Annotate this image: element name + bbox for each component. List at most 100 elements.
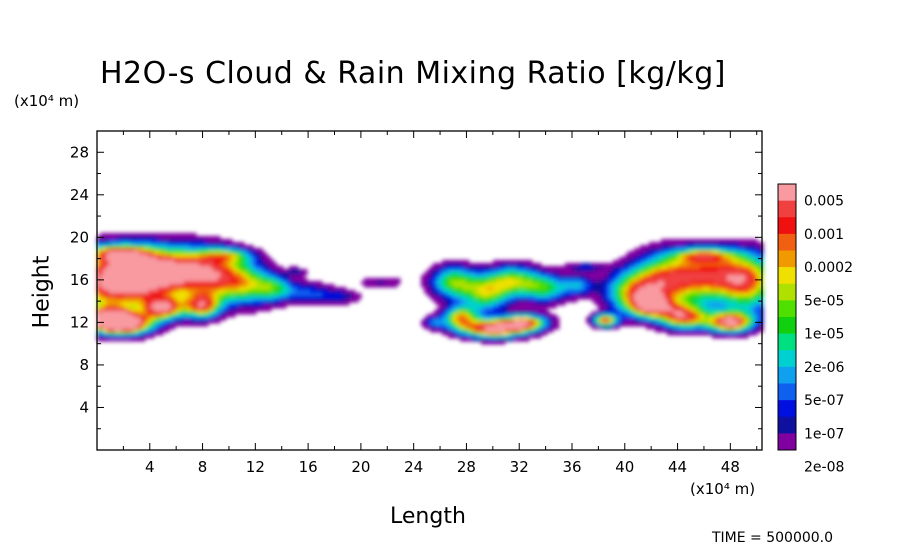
field-cell xyxy=(526,284,530,288)
field-cell xyxy=(217,317,221,321)
field-cell xyxy=(223,278,227,282)
field-cell xyxy=(118,272,122,276)
field-cell xyxy=(136,266,140,270)
field-cell xyxy=(247,263,251,267)
field-cell xyxy=(511,332,515,336)
field-cell xyxy=(457,266,461,270)
field-cell xyxy=(307,299,311,303)
field-cell xyxy=(724,308,728,312)
field-cell xyxy=(562,269,566,273)
field-cell xyxy=(514,269,518,273)
field-cell xyxy=(193,287,197,291)
field-cell xyxy=(133,335,137,339)
field-cell xyxy=(181,242,185,246)
field-cell xyxy=(463,269,467,273)
field-cell xyxy=(289,296,293,300)
field-cell xyxy=(160,323,164,327)
field-cell xyxy=(625,278,629,282)
field-cell xyxy=(250,281,254,285)
field-cell xyxy=(454,311,458,315)
field-cell xyxy=(502,335,506,339)
field-cell xyxy=(166,281,170,285)
field-cell xyxy=(262,290,266,294)
field-cell xyxy=(433,278,437,282)
field-cell xyxy=(529,278,533,282)
field-cell xyxy=(175,317,179,321)
field-cell xyxy=(754,272,758,276)
field-cell xyxy=(463,266,467,270)
field-cell xyxy=(499,287,503,291)
field-cell xyxy=(169,305,173,309)
field-cell xyxy=(160,287,164,291)
field-cell xyxy=(241,242,245,246)
field-cell xyxy=(685,287,689,291)
field-cell xyxy=(466,302,470,306)
field-cell xyxy=(631,296,635,300)
field-cell xyxy=(532,299,536,303)
field-cell xyxy=(202,305,206,309)
field-cell xyxy=(172,323,176,327)
field-cell xyxy=(628,278,632,282)
field-cell xyxy=(715,335,719,339)
field-cell xyxy=(493,305,497,309)
field-cell xyxy=(280,275,284,279)
field-cell xyxy=(160,320,164,324)
field-cell xyxy=(715,314,719,318)
field-cell xyxy=(706,332,710,336)
field-cell xyxy=(475,338,479,342)
field-cell xyxy=(754,284,758,288)
field-cell xyxy=(196,245,200,249)
field-cell xyxy=(337,287,341,291)
field-cell xyxy=(214,314,218,318)
field-cell xyxy=(232,260,236,264)
field-cell xyxy=(256,290,260,294)
field-cell xyxy=(757,275,761,279)
field-cell xyxy=(673,293,677,297)
field-cell xyxy=(643,263,647,267)
field-cell xyxy=(667,308,671,312)
field-cell xyxy=(700,320,704,324)
field-cell xyxy=(451,269,455,273)
field-cell xyxy=(538,299,542,303)
field-cell xyxy=(583,284,587,288)
field-cell xyxy=(112,329,116,333)
field-cell xyxy=(445,314,449,318)
field-cell xyxy=(514,272,518,276)
field-cell xyxy=(295,266,299,270)
field-cell xyxy=(292,269,296,273)
field-cell xyxy=(694,311,698,315)
field-cell xyxy=(610,281,614,285)
field-cell xyxy=(490,290,494,294)
field-cell xyxy=(145,332,149,336)
field-cell xyxy=(691,329,695,333)
field-cell xyxy=(199,281,203,285)
field-cell xyxy=(712,314,716,318)
field-cell xyxy=(691,320,695,324)
field-cell xyxy=(745,287,749,291)
field-cell xyxy=(256,284,260,288)
field-cell xyxy=(601,278,605,282)
field-cell xyxy=(154,263,158,267)
field-cell xyxy=(196,263,200,267)
field-cell xyxy=(181,293,185,297)
field-cell xyxy=(637,284,641,288)
field-cell xyxy=(724,305,728,309)
field-cell xyxy=(223,311,227,315)
field-cell xyxy=(454,332,458,336)
field-cell xyxy=(247,272,251,276)
field-cell xyxy=(148,323,152,327)
field-cell xyxy=(511,290,515,294)
field-cell xyxy=(208,293,212,297)
field-cell xyxy=(544,329,548,333)
field-cell xyxy=(649,275,653,279)
field-cell xyxy=(607,296,611,300)
field-cell xyxy=(196,236,200,240)
field-cell xyxy=(703,311,707,315)
field-cell xyxy=(661,305,665,309)
field-cell xyxy=(211,281,215,285)
field-cell xyxy=(439,302,443,306)
field-cell xyxy=(433,314,437,318)
field-cell xyxy=(148,248,152,252)
field-cell xyxy=(157,263,161,267)
field-cell xyxy=(268,293,272,297)
